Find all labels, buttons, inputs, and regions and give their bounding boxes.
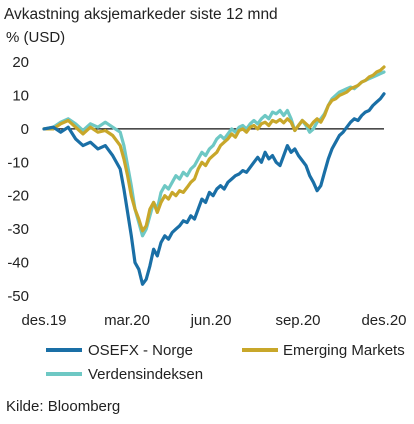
chart-title: Avkastning aksjemarkeder siste 12 mnd bbox=[4, 6, 278, 23]
legend-label: OSEFX - Norge bbox=[88, 342, 193, 359]
legend: OSEFX - Norge Emerging Markets Verdensinde… bbox=[46, 342, 405, 383]
series-layer bbox=[42, 65, 386, 286]
x-tick-label: des.20 bbox=[361, 312, 406, 329]
y-tick-label: -30 bbox=[7, 221, 29, 238]
legend-label: Emerging Markets bbox=[283, 342, 405, 359]
y-tick-label: -50 bbox=[7, 288, 29, 305]
y-tick-label: 0 bbox=[21, 121, 29, 138]
source-note: Kilde: Bloomberg bbox=[6, 398, 120, 415]
x-tick-label: des.19 bbox=[21, 312, 66, 329]
y-axis-unit: % (USD) bbox=[6, 29, 65, 46]
series-line-osefx-norge bbox=[42, 92, 386, 286]
y-axis: 20 10 0 -10 -20 -30 -40 -50 bbox=[7, 54, 29, 305]
series-line-emerging-markets bbox=[42, 65, 386, 233]
x-tick-label: mar.20 bbox=[104, 312, 150, 329]
x-tick-label: jun.20 bbox=[190, 312, 232, 329]
y-tick-label: 10 bbox=[12, 87, 29, 104]
y-tick-label: -10 bbox=[7, 154, 29, 171]
y-tick-label: -40 bbox=[7, 255, 29, 272]
y-tick-label: 20 bbox=[12, 54, 29, 71]
y-tick-label: -20 bbox=[7, 188, 29, 205]
x-tick-label: sep.20 bbox=[275, 312, 320, 329]
legend-label: Verdensindeksen bbox=[88, 366, 203, 383]
x-axis: des.19 mar.20 jun.20 sep.20 des.20 bbox=[21, 312, 406, 329]
